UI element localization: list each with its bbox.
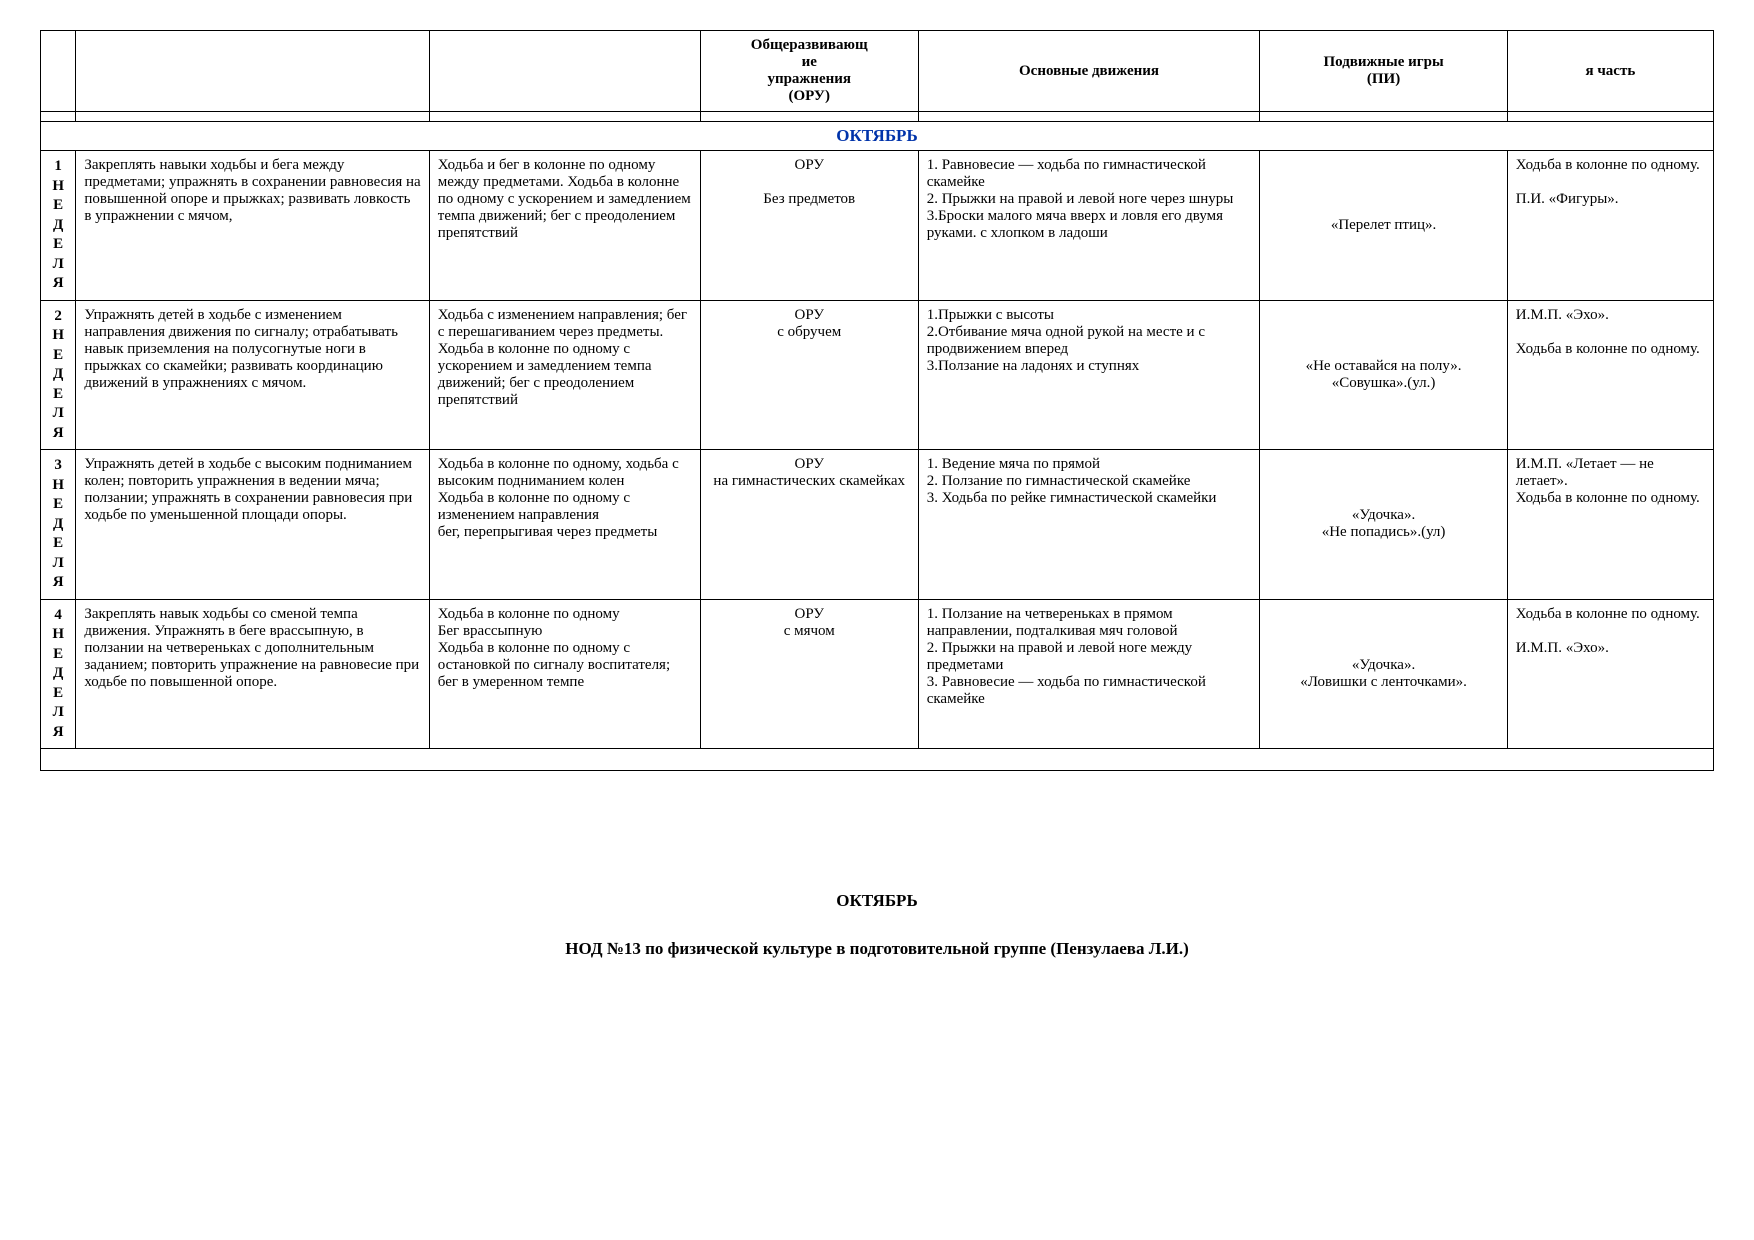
cell-games: «Перелет птиц». xyxy=(1260,151,1507,301)
header-blank-1 xyxy=(41,31,76,112)
cell-task: Закреплять навык ходьбы со сменой темпа … xyxy=(76,599,429,749)
schedule-table: Общеразвивающ ие упражнения (ОРУ) Основн… xyxy=(40,30,1714,771)
header-games: Подвижные игры (ПИ) xyxy=(1260,31,1507,112)
header-main: Основные движения xyxy=(918,31,1260,112)
cell-oru: ОРУ с мячом xyxy=(700,599,918,749)
footer-month: ОКТЯБРЬ xyxy=(40,891,1714,911)
month-row: ОКТЯБРЬ xyxy=(41,122,1714,151)
cell-task: Упражнять детей в ходьбе с высоким подни… xyxy=(76,450,429,600)
cell-walk: Ходьба с изменением направления; бег с п… xyxy=(429,300,700,450)
cell-task: Упражнять детей в ходьбе с изменением на… xyxy=(76,300,429,450)
cell-part: И.М.П. «Летает — не летает». Ходьба в ко… xyxy=(1507,450,1713,600)
cell-main: 1. Ползание на четвереньках в прямом нап… xyxy=(918,599,1260,749)
week-label: 3НЕДЕЛЯ xyxy=(41,450,76,600)
cell-games: «Не оставайся на полу». «Совушка».(ул.) xyxy=(1260,300,1507,450)
cell-walk: Ходьба и бег в колонне по одному между п… xyxy=(429,151,700,301)
cell-part: Ходьба в колонне по одному. П.И. «Фигуры… xyxy=(1507,151,1713,301)
week-row: 4НЕДЕЛЯЗакреплять навык ходьбы со сменой… xyxy=(41,599,1714,749)
week-row: 1НЕДЕЛЯЗакреплять навыки ходьбы и бега м… xyxy=(41,151,1714,301)
footer-lesson-title: НОД №13 по физической культуре в подгото… xyxy=(40,939,1714,959)
header-row: Общеразвивающ ие упражнения (ОРУ) Основн… xyxy=(41,31,1714,112)
cell-oru: ОРУ на гимнастических скамейках xyxy=(700,450,918,600)
cell-main: 1.Прыжки с высоты 2.Отбивание мяча одной… xyxy=(918,300,1260,450)
week-label: 2НЕДЕЛЯ xyxy=(41,300,76,450)
cell-walk: Ходьба в колонне по одному Бег врассыпну… xyxy=(429,599,700,749)
week-row: 2НЕДЕЛЯУпражнять детей в ходьбе с измене… xyxy=(41,300,1714,450)
header-blank-3 xyxy=(429,31,700,112)
week-row: 3НЕДЕЛЯУпражнять детей в ходьбе с высоки… xyxy=(41,450,1714,600)
cell-games: «Удочка». «Ловишки с ленточками». xyxy=(1260,599,1507,749)
cell-walk: Ходьба в колонне по одному, ходьба с выс… xyxy=(429,450,700,600)
header-part: я часть xyxy=(1507,31,1713,112)
cell-oru: ОРУ с обручем xyxy=(700,300,918,450)
cell-part: Ходьба в колонне по одному. И.М.П. «Эхо»… xyxy=(1507,599,1713,749)
blank-strip xyxy=(41,112,1714,122)
cell-part: И.М.П. «Эхо». Ходьба в колонне по одному… xyxy=(1507,300,1713,450)
week-label: 4НЕДЕЛЯ xyxy=(41,599,76,749)
cell-main: 1. Ведение мяча по прямой 2. Ползание по… xyxy=(918,450,1260,600)
week-label: 1НЕДЕЛЯ xyxy=(41,151,76,301)
cell-main: 1. Равновесие — ходьба по гимнастической… xyxy=(918,151,1260,301)
cell-games: «Удочка». «Не попадись».(ул) xyxy=(1260,450,1507,600)
month-header: ОКТЯБРЬ xyxy=(41,122,1714,151)
header-oru: Общеразвивающ ие упражнения (ОРУ) xyxy=(700,31,918,112)
header-blank-2 xyxy=(76,31,429,112)
cell-oru: ОРУ Без предметов xyxy=(700,151,918,301)
cell-task: Закреплять навыки ходьбы и бега между пр… xyxy=(76,151,429,301)
footer-strip xyxy=(41,749,1714,771)
